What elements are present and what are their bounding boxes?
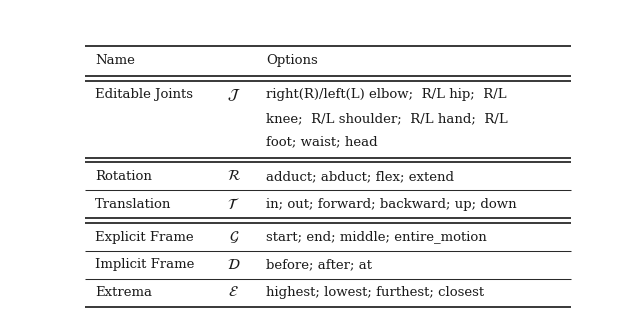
Text: $\mathcal{J}$: $\mathcal{J}$ [227, 87, 241, 103]
Text: Extrema: Extrema [95, 286, 152, 299]
Text: start; end; middle; entire_motion: start; end; middle; entire_motion [266, 231, 487, 244]
Text: Rotation: Rotation [95, 170, 152, 183]
Text: $\mathcal{T}$: $\mathcal{T}$ [227, 196, 240, 212]
Text: right(R)/left(L) elbow;  R/L hip;  R/L: right(R)/left(L) elbow; R/L hip; R/L [266, 88, 507, 101]
Text: Name: Name [95, 54, 135, 67]
Text: Implicit Frame: Implicit Frame [95, 258, 195, 271]
Text: $\mathcal{D}$: $\mathcal{D}$ [227, 258, 241, 272]
Text: $\mathcal{G}$: $\mathcal{G}$ [228, 229, 239, 245]
Text: $\mathcal{R}$: $\mathcal{R}$ [227, 170, 241, 183]
Text: Translation: Translation [95, 198, 172, 211]
Text: Options: Options [266, 54, 317, 67]
Text: highest; lowest; furthest; closest: highest; lowest; furthest; closest [266, 286, 484, 299]
Text: in; out; forward; backward; up; down: in; out; forward; backward; up; down [266, 198, 516, 211]
Text: adduct; abduct; flex; extend: adduct; abduct; flex; extend [266, 170, 454, 183]
Text: knee;  R/L shoulder;  R/L hand;  R/L: knee; R/L shoulder; R/L hand; R/L [266, 112, 508, 125]
Text: $\mathcal{E}$: $\mathcal{E}$ [228, 285, 239, 299]
Text: foot; waist; head: foot; waist; head [266, 135, 378, 149]
Text: Explicit Frame: Explicit Frame [95, 231, 193, 244]
Text: before; after; at: before; after; at [266, 258, 372, 271]
Text: Editable Joints: Editable Joints [95, 88, 193, 101]
